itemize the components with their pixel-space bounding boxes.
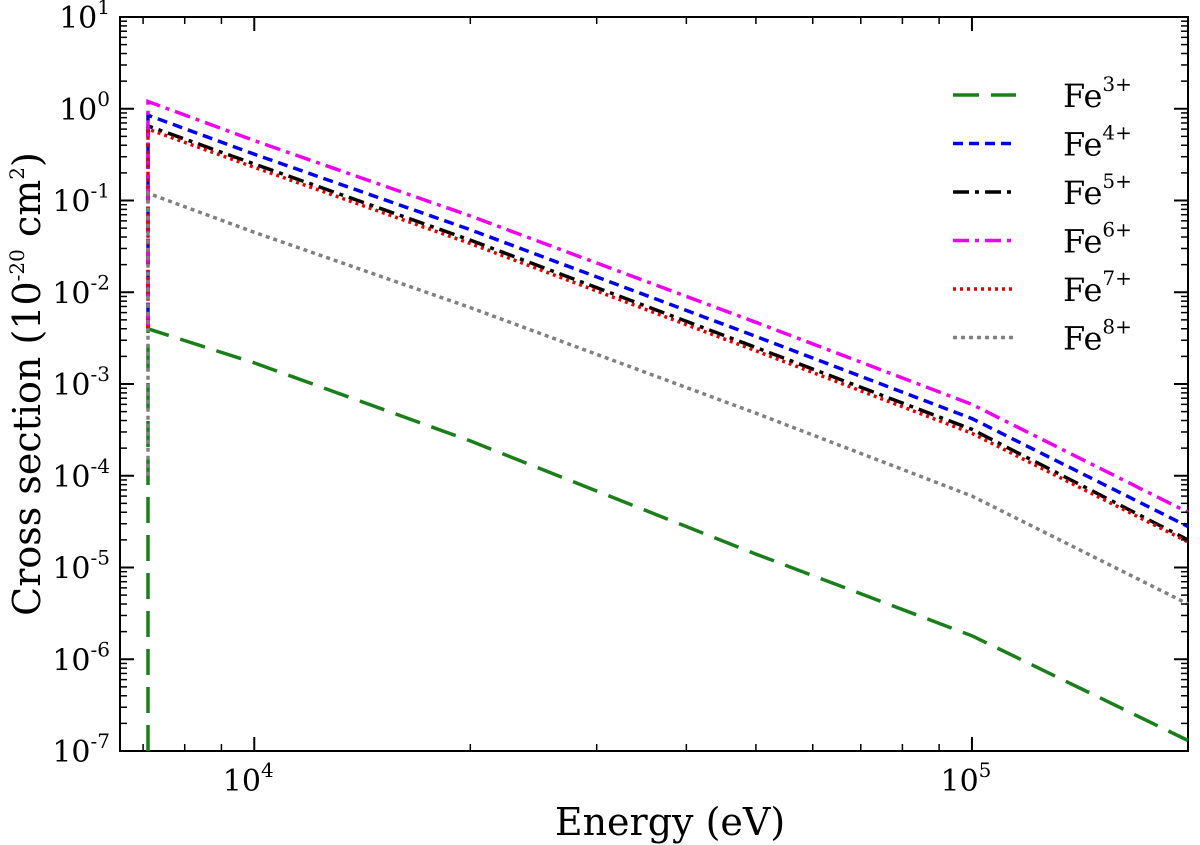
legend: Fe3+ Fe4+ Fe5+ Fe6+ Fe7+ Fe8+ xyxy=(953,72,1132,358)
series-line-fe-6plus xyxy=(146,98,1189,514)
series-line-fe-3plus xyxy=(146,326,1189,751)
y-tick-label: 10-5 xyxy=(52,546,110,587)
y-tick-label: 10-7 xyxy=(52,729,110,770)
y-tick-label: 10-6 xyxy=(52,637,110,678)
legend-entry: Fe3+ xyxy=(1063,72,1132,115)
legend-entry: Fe6+ xyxy=(1063,218,1132,261)
legend-entry: Fe5+ xyxy=(1063,169,1132,212)
series-line-fe-4plus xyxy=(146,112,1189,529)
x-tick-label: 105 xyxy=(940,758,991,799)
plot-frame xyxy=(119,16,1189,752)
y-tick-label: 10-4 xyxy=(52,454,110,495)
series-line-fe-5plus xyxy=(146,123,1189,542)
legend-entry: Fe7+ xyxy=(1063,266,1132,309)
tick-layer: 101 100 10-1 10-2 10-3 10-4 10-5 10-6 10-7 104 105 xyxy=(52,0,1188,799)
y-tick-label: 10-3 xyxy=(52,362,110,403)
y-tick-label: 10-1 xyxy=(52,179,110,220)
y-tick-label: 10-2 xyxy=(52,270,110,311)
legend-entry: Fe4+ xyxy=(1063,121,1132,164)
y-tick-label: 100 xyxy=(59,87,110,128)
x-tick-label: 104 xyxy=(223,758,274,799)
series-layer xyxy=(146,98,1189,751)
y-axis-label: Cross section (10-20 cm2) xyxy=(5,152,49,616)
x-axis-label: Energy (eV) xyxy=(555,800,785,844)
series-line-fe-8plus xyxy=(146,190,1189,606)
y-tick-label: 101 xyxy=(59,0,110,36)
series-line-fe-7plus xyxy=(146,126,1189,544)
legend-entry: Fe8+ xyxy=(1063,315,1132,358)
